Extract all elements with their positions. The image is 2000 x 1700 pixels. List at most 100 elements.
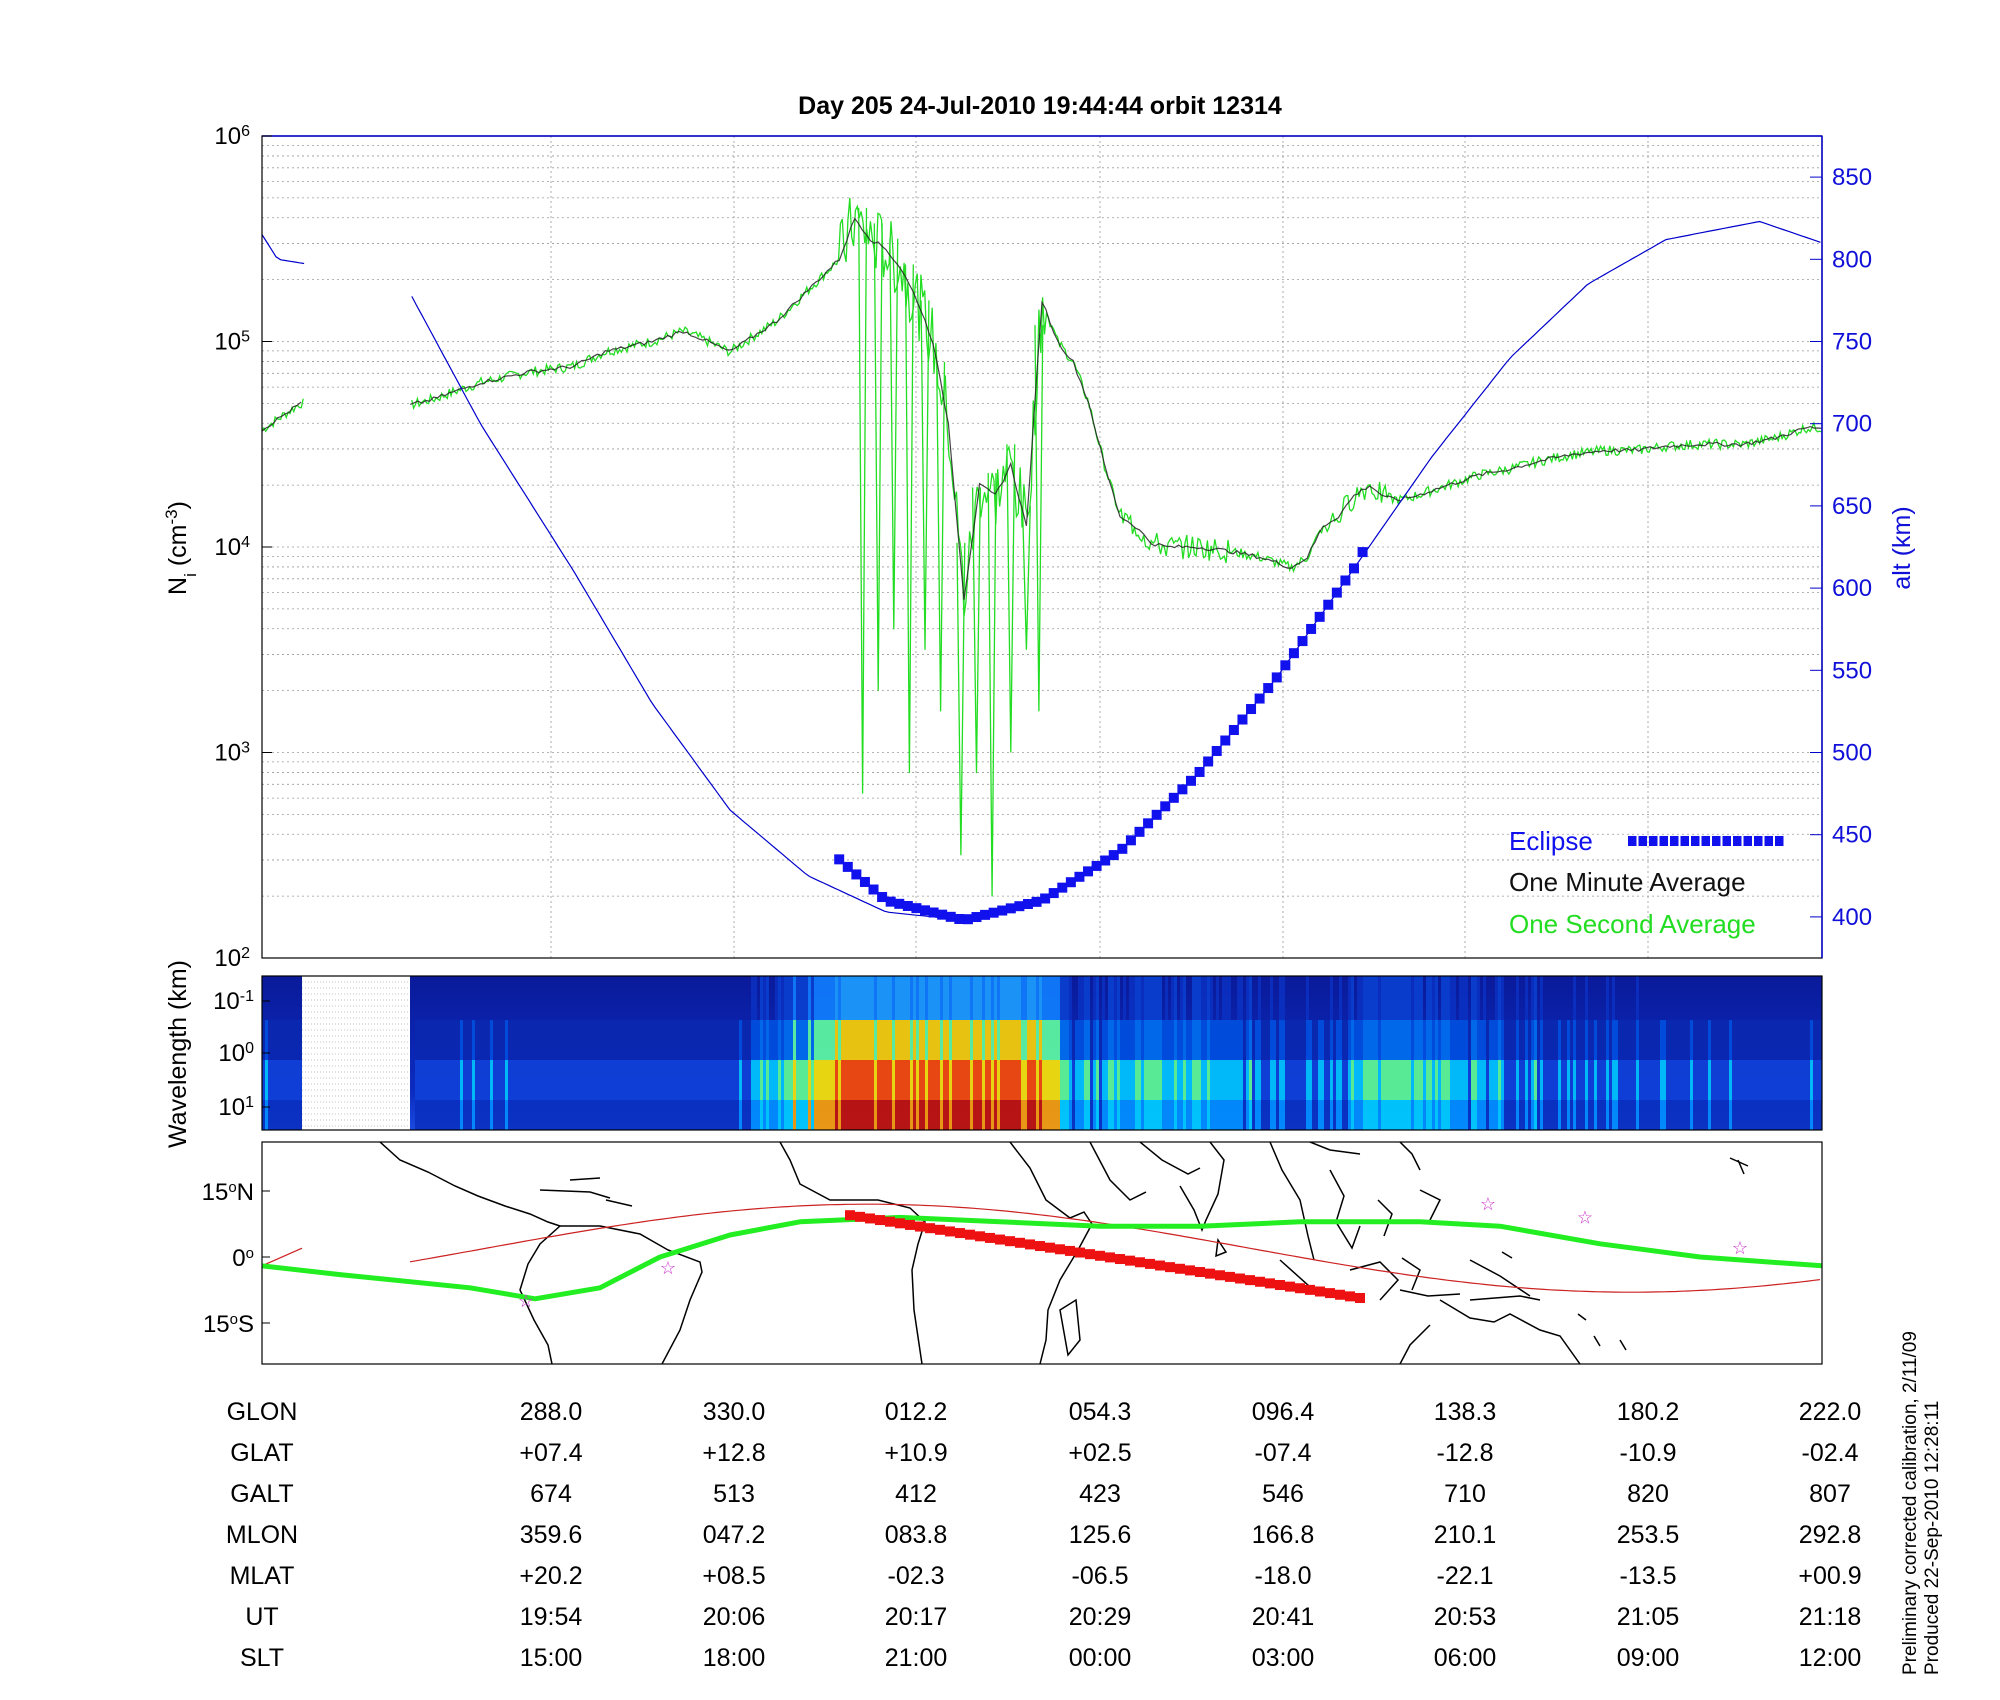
spectrogram-column	[1516, 1020, 1519, 1060]
spectrogram-column	[1630, 1100, 1633, 1130]
spectrogram-column	[937, 976, 940, 1020]
spectrogram-column	[901, 1100, 904, 1130]
alt-tick-label: 550	[1832, 657, 1872, 684]
spectrogram-column	[574, 1060, 577, 1100]
spectrogram-column	[1522, 1060, 1525, 1100]
spectrogram-column	[1321, 1020, 1324, 1060]
one-second-spike	[1021, 505, 1031, 650]
spectrogram-column	[1156, 976, 1159, 1020]
spectrogram-column	[904, 1020, 907, 1060]
spectrogram-column	[1552, 1020, 1555, 1060]
spectrogram-column	[970, 1020, 973, 1060]
spectrogram-column	[535, 1020, 538, 1060]
spectrogram-column	[1567, 1100, 1570, 1130]
spectrogram-column	[469, 1060, 472, 1100]
spectrogram-column	[1135, 1020, 1138, 1060]
spectrogram-column	[1153, 1060, 1156, 1100]
spectrogram-column	[976, 1060, 979, 1100]
spectrogram-column	[1438, 1100, 1441, 1130]
spectrogram-column	[820, 1020, 823, 1060]
spectrogram-column	[418, 1020, 421, 1060]
spectrogram-column	[511, 1060, 514, 1100]
spectrogram-column	[817, 976, 820, 1020]
spectrogram-column	[1636, 1100, 1639, 1130]
spectrogram-column	[760, 1060, 763, 1100]
spectrogram-column	[973, 976, 976, 1020]
eclipse-track-marker	[905, 1219, 915, 1230]
spectrogram-column	[871, 1020, 874, 1060]
spectrogram-column	[1408, 976, 1411, 1020]
spectrogram-column	[1006, 1020, 1009, 1060]
spectrogram-column	[1285, 1060, 1288, 1100]
spectrogram-column	[1405, 976, 1408, 1020]
spectrogram-column	[979, 1020, 982, 1060]
spectrogram-column	[1060, 1020, 1063, 1060]
spectrogram-column	[268, 1020, 271, 1060]
spectrogram-column	[1159, 1020, 1162, 1060]
spectrogram-column	[913, 1100, 916, 1130]
spectrogram-column	[898, 976, 901, 1020]
spectrogram-column	[1612, 1060, 1615, 1100]
spectrogram-column	[1714, 1060, 1717, 1100]
spectrogram-column	[1672, 1020, 1675, 1060]
spectrogram-column	[802, 1060, 805, 1100]
eclipse-track-marker	[1145, 1258, 1155, 1269]
spectrogram-column	[1222, 1100, 1225, 1130]
spectrogram-column	[1474, 1020, 1477, 1060]
spectrogram-column	[1561, 1060, 1564, 1100]
spectrogram-column	[514, 1020, 517, 1060]
y-tick-label: 105	[214, 328, 250, 356]
spectrogram-column	[604, 1020, 607, 1060]
spectrogram-column	[1183, 1020, 1186, 1060]
spectrogram-column	[604, 1100, 607, 1130]
eclipse-marker	[1151, 809, 1162, 820]
spectrogram-column	[922, 976, 925, 1020]
alt-tick-label: 500	[1832, 740, 1872, 767]
spectrogram-column	[463, 1060, 466, 1100]
spectrogram-column	[823, 1100, 826, 1130]
spectrogram-column	[1576, 1020, 1579, 1060]
spectrogram-column	[619, 1100, 622, 1130]
spectrogram-column	[442, 1060, 445, 1100]
spectrogram-column	[1552, 1060, 1555, 1100]
spectrogram-column	[1414, 976, 1417, 1020]
spectrogram-column	[1177, 1020, 1180, 1060]
spectrogram-column	[616, 1060, 619, 1100]
spectrogram-column	[1234, 1020, 1237, 1060]
spectrogram-column	[1015, 1020, 1018, 1060]
spectrogram-column	[937, 1060, 940, 1100]
spectrogram-column	[661, 1060, 664, 1100]
spectrogram-column	[1042, 1100, 1045, 1130]
spectrogram-column	[1747, 1060, 1750, 1100]
spectrogram-column	[610, 1020, 613, 1060]
spectrogram-column	[487, 1060, 490, 1100]
spectrogram-column	[283, 1060, 286, 1100]
table-cell: 180.2	[1617, 1398, 1680, 1426]
spectrogram-column	[691, 1020, 694, 1060]
spectrogram-column	[1000, 1020, 1003, 1060]
spectrogram-column	[601, 1100, 604, 1130]
spectrogram-column	[1030, 1060, 1033, 1100]
spectrogram-column	[1456, 1100, 1459, 1130]
spectrogram-column	[1345, 1100, 1348, 1130]
spectrogram-column	[1720, 1020, 1723, 1060]
spectrogram-column	[817, 1060, 820, 1100]
spectrogram-column	[655, 1100, 658, 1130]
spectrogram-column	[715, 1100, 718, 1130]
eclipse-track-marker	[1055, 1244, 1065, 1255]
spectrogram-column	[1636, 1020, 1639, 1060]
spectrogram-column	[1135, 1060, 1138, 1100]
spectrogram-column	[472, 1020, 475, 1060]
spectrogram-column	[745, 1060, 748, 1100]
spectrogram-column	[1246, 1060, 1249, 1100]
spectrogram-column	[1495, 1020, 1498, 1060]
spectrogram-column	[496, 1020, 499, 1060]
spectrogram-column	[1300, 1100, 1303, 1130]
spectrogram-column	[769, 1020, 772, 1060]
spectrogram-column	[469, 1100, 472, 1130]
spectrogram-column	[1330, 1060, 1333, 1100]
spectrogram-column	[1126, 1100, 1129, 1130]
legend-eclipse-marker	[1638, 836, 1647, 846]
spectrogram-column	[706, 1020, 709, 1060]
